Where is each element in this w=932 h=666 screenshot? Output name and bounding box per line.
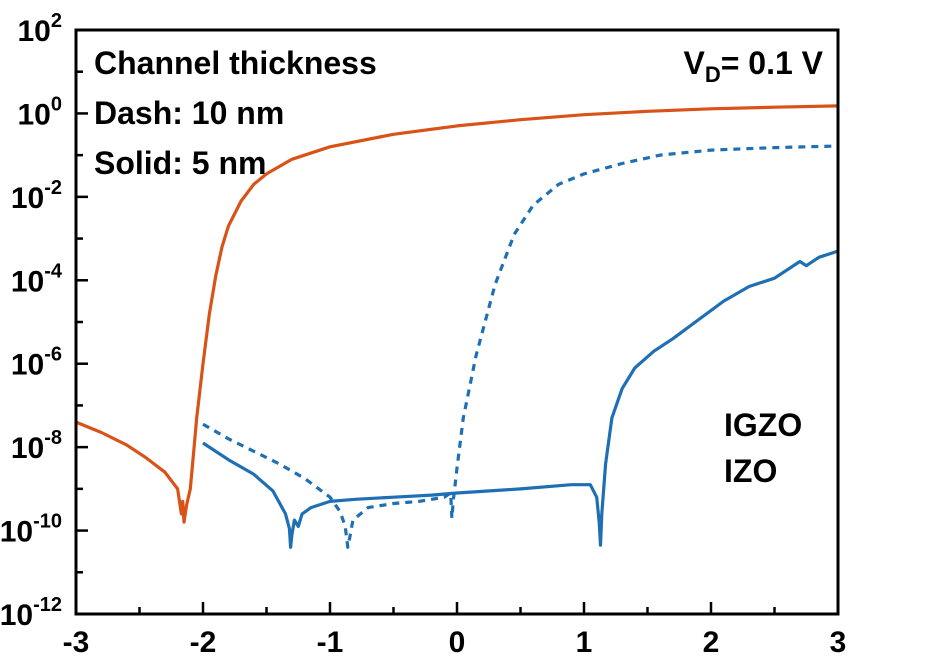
vd-suffix: = 0.1 V [721,45,824,81]
legend-igzo: IGZO [724,407,802,443]
y-tick-label: 10-10 [0,511,62,549]
annotation-dash: Dash: 10 nm [94,95,284,131]
series-layer [76,104,838,549]
vd-prefix: V [683,45,705,81]
annotation-solid: Solid: 5 nm [94,145,266,181]
y-tick-label: 10-4 [11,260,63,298]
x-tick-label: 2 [703,626,720,659]
x-tick-label: 3 [830,626,847,659]
series-izo_solid [76,104,838,524]
annotations: Channel thickness Dash: 10 nm Solid: 5 n… [94,45,824,489]
legend-izo: IZO [724,453,777,489]
x-tick-label: -3 [63,626,90,659]
vd-subscript: D [705,62,721,87]
annotation-channel-thickness: Channel thickness [94,45,377,81]
x-tick-label: 1 [576,626,593,659]
annotation-vd: VD= 0.1 V [683,45,823,87]
y-tick-label: 102 [18,10,63,48]
tick-labels: -3 -2 -1 0 1 2 3 102 100 10-2 10-4 10-6 10-8 10-10 10-… [0,10,846,659]
series-igzo_solid_5nm [202,249,838,549]
y-tick-label: 10-8 [11,427,62,465]
y-tick-label: 10-12 [0,594,62,632]
y-tick-label: 10-6 [11,344,62,382]
x-tick-label: -1 [317,626,344,659]
y-tick-label: 100 [18,93,63,131]
series-igzo_dash_10nm [202,144,838,549]
y-tick-label: 10-2 [11,177,62,215]
x-tick-label: -2 [190,626,217,659]
x-tick-label: 0 [449,626,466,659]
ticks-layer [74,28,840,616]
